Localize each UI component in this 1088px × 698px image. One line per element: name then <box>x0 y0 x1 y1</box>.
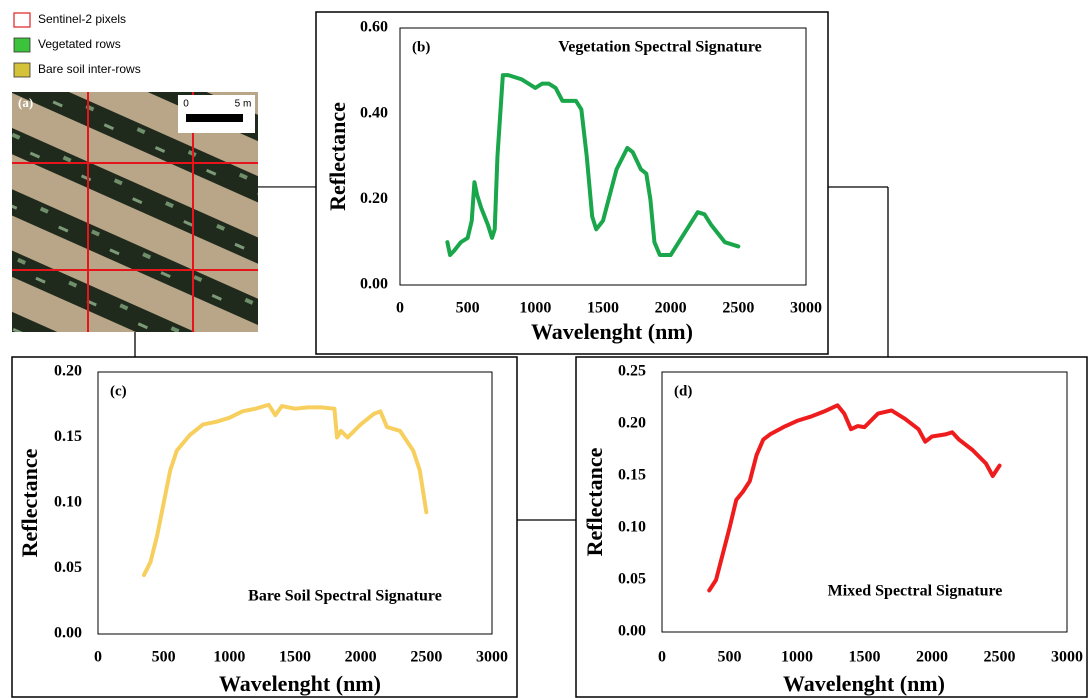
panel-label: (d) <box>674 383 692 399</box>
x-tick-label: 2000 <box>655 300 687 317</box>
plot-frame <box>97 371 493 635</box>
legend-label: Sentinel-2 pixels <box>38 12 126 26</box>
y-tick-label: 0.20 <box>618 415 646 432</box>
x-tick-label: 3000 <box>1051 649 1083 666</box>
y-axis-label: Reflectance <box>582 447 607 556</box>
chart-title: Vegetation Spectral Signature <box>558 39 762 56</box>
x-axis-label: Wavelenght (nm) <box>219 671 381 696</box>
x-tick-label: 2000 <box>345 649 377 666</box>
x-tick-label: 1500 <box>279 649 311 666</box>
y-tick-label: 0.60 <box>360 19 388 36</box>
x-tick-label: 1000 <box>213 649 245 666</box>
y-tick-label: 0.05 <box>618 571 646 588</box>
x-tick-label: 2500 <box>410 649 442 666</box>
data-line <box>707 403 1002 593</box>
x-tick-label: 1000 <box>519 300 551 317</box>
legend-label: Vegetated rows <box>38 37 121 51</box>
x-tick-label: 1000 <box>781 649 813 666</box>
x-tick-label: 2500 <box>722 300 754 317</box>
plot-frame <box>661 371 1068 633</box>
x-tick-label: 0 <box>94 649 102 666</box>
panel-label: (b) <box>412 39 430 55</box>
chart-title: Mixed Spectral Signature <box>828 583 1003 600</box>
plot-frame <box>399 27 807 286</box>
panel-frame <box>315 11 829 355</box>
x-tick-label: 500 <box>152 649 176 666</box>
aerial-image: (a) 0 5 m <box>12 92 258 332</box>
x-tick-label: 2000 <box>916 649 948 666</box>
data-line <box>141 402 429 578</box>
panel-frame <box>11 356 518 698</box>
x-tick-label: 1500 <box>849 649 881 666</box>
y-tick-label: 0.20 <box>54 363 82 380</box>
y-tick-label: 0.25 <box>618 363 646 380</box>
panel-label: (a) <box>18 95 33 110</box>
y-tick-label: 0.00 <box>618 623 646 640</box>
x-tick-label: 2500 <box>984 649 1016 666</box>
x-tick-label: 500 <box>456 300 480 317</box>
x-axis-label: Wavelenght (nm) <box>531 319 693 344</box>
y-tick-label: 0.15 <box>618 467 646 484</box>
y-tick-label: 0.05 <box>54 559 82 576</box>
y-tick-label: 0.20 <box>360 190 388 207</box>
y-tick-label: 0.10 <box>618 519 646 536</box>
data-line <box>445 73 741 258</box>
y-tick-label: 0.00 <box>54 625 82 642</box>
y-axis-label: Reflectance <box>325 102 350 211</box>
panel-frame <box>575 356 1088 698</box>
x-tick-label: 3000 <box>476 649 508 666</box>
x-tick-label: 0 <box>396 300 404 317</box>
x-axis-label: Wavelenght (nm) <box>783 671 945 696</box>
y-tick-label: 0.15 <box>54 428 82 445</box>
legend: Sentinel-2 pixels Vegetated rows Bare so… <box>13 12 141 78</box>
x-tick-label: 500 <box>718 649 742 666</box>
y-axis-label: Reflectance <box>17 448 42 557</box>
scale-label: 0 <box>183 99 189 110</box>
y-tick-label: 0.40 <box>360 104 388 121</box>
legend-label: Bare soil inter-rows <box>38 62 141 76</box>
y-tick-label: 0.00 <box>360 276 388 293</box>
x-tick-label: 1500 <box>587 300 619 317</box>
x-tick-label: 0 <box>658 649 666 666</box>
y-tick-label: 0.10 <box>54 494 82 511</box>
chart-title: Bare Soil Spectral Signature <box>248 588 442 605</box>
scale-label: 5 m <box>235 99 252 110</box>
panel-label: (c) <box>110 383 127 399</box>
x-tick-label: 3000 <box>790 300 822 317</box>
